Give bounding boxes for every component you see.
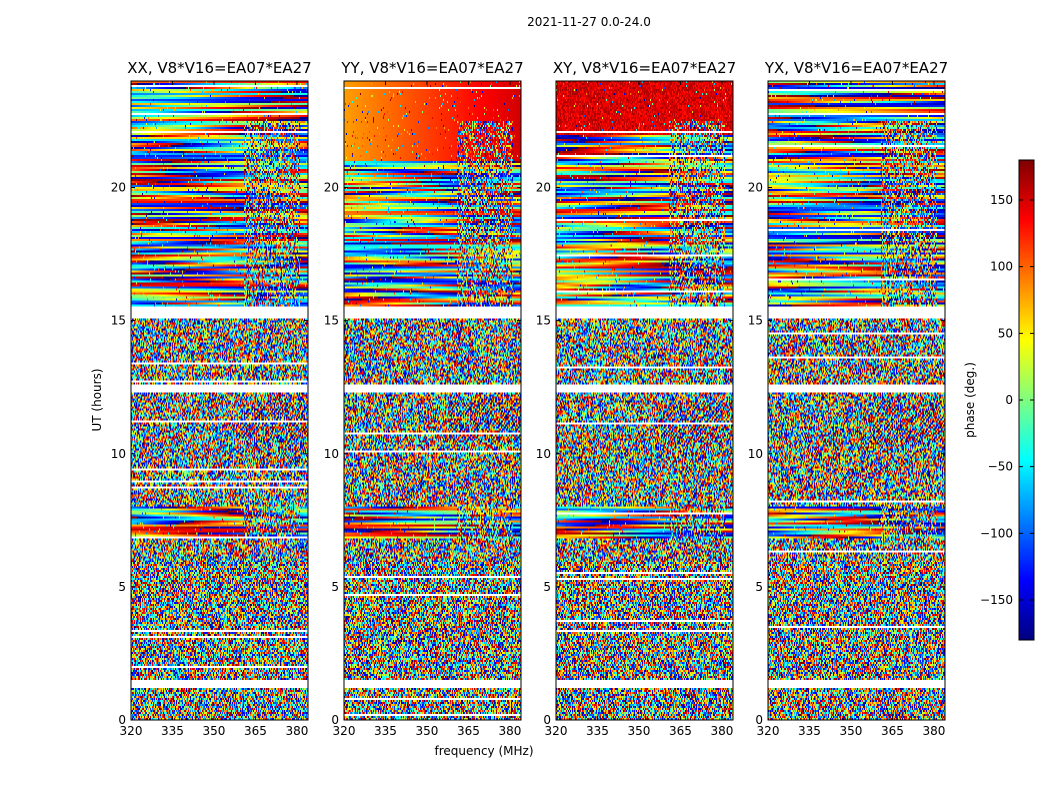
x-tick-label: 335	[586, 724, 609, 738]
panel-title: YX, V8*V16=EA07*EA27	[764, 59, 948, 77]
panel-title: XY, V8*V16=EA07*EA27	[553, 59, 736, 77]
phase-heatmap-yy	[344, 81, 521, 720]
y-tick-label: 0	[755, 713, 763, 727]
y-tick-label: 15	[324, 314, 339, 328]
y-tick-label: 10	[111, 447, 126, 461]
y-tick-label: 15	[748, 314, 763, 328]
panel-yy: YY, V8*V16=EA07*EA27 320 335 350 365 380 0 5 10 1…	[324, 59, 524, 738]
x-tick-label: 365	[457, 724, 480, 738]
x-tick-label: 350	[416, 724, 439, 738]
x-tick-label: 320	[120, 724, 143, 738]
panel-frame	[767, 80, 946, 721]
y-tick-label: 20	[536, 181, 551, 195]
x-axis-label: frequency (MHz)	[434, 744, 533, 758]
y-tick-label: 20	[324, 181, 339, 195]
x-tick-label: 380	[285, 724, 308, 738]
phase-heatmap-xy	[556, 81, 733, 720]
panel-frame	[343, 80, 522, 721]
y-tick-label: 10	[536, 447, 551, 461]
x-tick-label: 350	[840, 724, 863, 738]
y-tick-label: 15	[111, 314, 126, 328]
x-tick-label: 320	[545, 724, 568, 738]
colorbar-tick-label: 0	[1005, 393, 1013, 407]
figure-suptitle: 2021-11-27 0.0-24.0	[527, 15, 651, 29]
y-tick-label: 5	[755, 580, 763, 594]
y-tick-label: 10	[748, 447, 763, 461]
panel-yx: YX, V8*V16=EA07*EA27 320 335 350 365 380 0 5 10 1…	[748, 59, 948, 738]
x-tick-label: 380	[498, 724, 521, 738]
panel-frame	[555, 80, 734, 721]
colorbar-label: phase (deg.)	[963, 362, 977, 438]
panel-title: YY, V8*V16=EA07*EA27	[340, 59, 523, 77]
y-axis-label: UT (hours)	[90, 368, 104, 431]
panel-xy: XY, V8*V16=EA07*EA27 320 335 350 365 380 0 5 10 1…	[536, 59, 736, 738]
y-tick-label: 0	[118, 713, 126, 727]
colorbar-tick-label: 100	[990, 260, 1013, 274]
phase-heatmap-yx	[768, 81, 945, 720]
colorbar-tick-label: −50	[988, 460, 1013, 474]
colorbar-tick-label: 50	[998, 326, 1013, 340]
panel-title: XX, V8*V16=EA07*EA27	[127, 59, 311, 77]
y-tick-label: 0	[543, 713, 551, 727]
x-tick-label: 320	[333, 724, 356, 738]
y-tick-label: 5	[331, 580, 339, 594]
x-tick-label: 380	[922, 724, 945, 738]
y-tick-label: 0	[331, 713, 339, 727]
x-tick-label: 380	[710, 724, 733, 738]
x-tick-label: 365	[669, 724, 692, 738]
phase-heatmap-xx	[131, 81, 308, 720]
colorbar-tick-label: 150	[990, 193, 1013, 207]
y-tick-label: 5	[118, 580, 126, 594]
y-tick-label: 10	[324, 447, 339, 461]
panel-frame	[130, 80, 309, 721]
panel-xx: XX, V8*V16=EA07*EA27 320 335 350 365 380 0 5 10 1…	[111, 59, 312, 738]
panels-group: XX, V8*V16=EA07*EA27 320 335 350 365 380 0 5 10 1…	[111, 59, 948, 738]
x-tick-label: 320	[757, 724, 780, 738]
y-tick-label: 5	[543, 580, 551, 594]
colorbar-gradient	[1019, 160, 1034, 640]
x-tick-label: 335	[798, 724, 821, 738]
colorbar: 150 100 50 0 −50 −100 −150	[980, 159, 1035, 641]
x-tick-label: 365	[244, 724, 267, 738]
x-tick-label: 365	[881, 724, 904, 738]
x-tick-label: 350	[628, 724, 651, 738]
y-tick-label: 20	[748, 181, 763, 195]
x-tick-label: 335	[374, 724, 397, 738]
x-tick-label: 350	[203, 724, 226, 738]
y-tick-label: 15	[536, 314, 551, 328]
colorbar-tick-label: −100	[980, 526, 1013, 540]
colorbar-tick-label: −150	[980, 593, 1013, 607]
x-tick-label: 335	[161, 724, 184, 738]
y-tick-label: 20	[111, 181, 126, 195]
